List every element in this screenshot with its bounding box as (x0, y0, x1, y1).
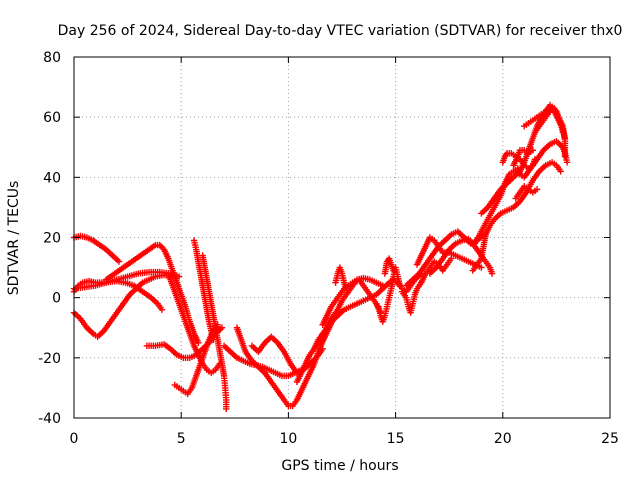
axes: 0 5 10 15 20 25 -40 -20 0 20 40 60 80 (38, 50, 619, 447)
x-tick-label: 15 (387, 431, 405, 447)
y-tick-label: 0 (52, 291, 61, 307)
x-axis-label: GPS time / hours (281, 458, 398, 474)
data-point (223, 405, 230, 413)
y-tick-label: 20 (43, 231, 61, 247)
data-point (561, 153, 569, 160)
data-points (70, 101, 571, 413)
grid-lines (74, 57, 610, 418)
data-point (488, 270, 496, 277)
y-tick-label: 60 (43, 110, 61, 126)
data-point (343, 285, 350, 292)
data-point (195, 339, 202, 346)
y-tick-label: -40 (38, 411, 61, 427)
y-tick-label: -20 (38, 351, 61, 367)
series-track-10 (199, 252, 230, 413)
data-point (390, 267, 397, 274)
data-point (115, 258, 123, 265)
series-track-32 (521, 101, 569, 160)
data-point (218, 324, 226, 331)
data-point (529, 147, 537, 154)
x-tick-label: 20 (494, 431, 512, 447)
series-track-3 (70, 271, 176, 340)
data-point (531, 156, 539, 163)
data-point (396, 282, 404, 289)
data-point (533, 186, 541, 193)
series-track-5 (102, 241, 202, 346)
x-tick-label: 25 (601, 431, 619, 447)
data-point (158, 306, 166, 313)
series-track-17 (332, 264, 350, 292)
series-track-30 (510, 147, 537, 169)
y-tick-label: 80 (43, 50, 61, 66)
series-track-1 (70, 232, 123, 265)
chart-title: Day 256 of 2024, Sidereal Day-to-day VTE… (58, 23, 623, 39)
x-tick-label: 5 (177, 431, 186, 447)
series-track-16 (319, 274, 386, 328)
series-track-9 (190, 237, 217, 343)
x-tick-label: 0 (70, 431, 79, 447)
series-track-29 (512, 183, 541, 202)
y-tick-label: 40 (43, 170, 61, 186)
x-tick-label: 10 (279, 431, 297, 447)
y-axis-label: SDTVAR / TECUs (6, 181, 22, 296)
series-track-20 (381, 255, 397, 277)
data-point (478, 264, 485, 271)
series-track-24 (426, 235, 496, 277)
data-point (563, 159, 571, 166)
series-track-12 (233, 309, 339, 410)
data-point (557, 168, 564, 175)
series-track-6 (165, 270, 223, 377)
